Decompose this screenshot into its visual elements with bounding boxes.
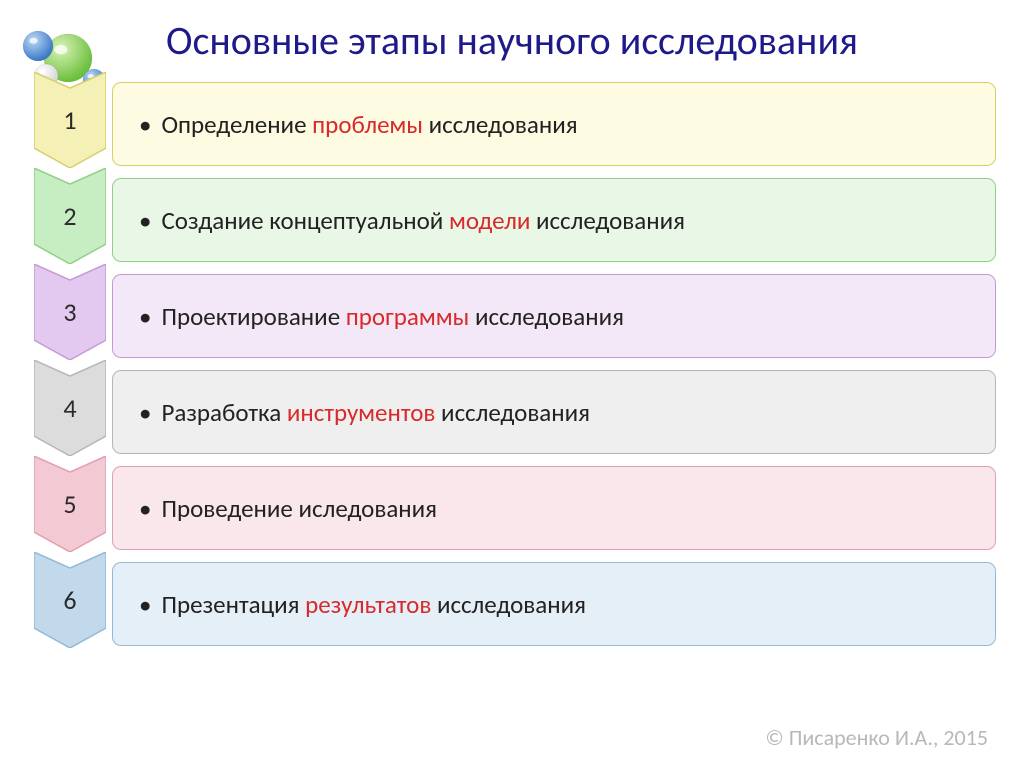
bullet-icon: • (139, 301, 151, 332)
step-text: Создание концептуальной модели исследова… (161, 205, 685, 236)
step-content: • Разработка инструментов исследования (112, 370, 996, 454)
step-content: • Создание концептуальной модели исследов… (112, 178, 996, 262)
bullet-icon: • (139, 589, 151, 620)
step-row: • Презентация результатов исследования 6 (28, 562, 996, 646)
steps-list: • Определение проблемы исследования 1 • Созд… (28, 82, 996, 646)
step-content: • Презентация результатов исследования (112, 562, 996, 646)
bullet-icon: • (139, 205, 151, 236)
step-number: 5 (34, 488, 106, 520)
step-text: Проведение иследования (161, 493, 437, 524)
step-row: • Создание концептуальной модели исследов… (28, 178, 996, 262)
slide-title: Основные этапы научного исследования (0, 0, 1024, 68)
step-chevron: 6 (34, 552, 106, 646)
step-row: • Проведение иследования 5 (28, 466, 996, 550)
step-content: • Проведение иследования (112, 466, 996, 550)
step-row: • Проектирование программы исследования 3 (28, 274, 996, 358)
step-number: 1 (34, 104, 106, 136)
step-number: 2 (34, 200, 106, 232)
step-row: • Определение проблемы исследования 1 (28, 82, 996, 166)
step-content: • Проектирование программы исследования (112, 274, 996, 358)
step-text: Презентация результатов исследования (161, 589, 586, 620)
step-number: 3 (34, 296, 106, 328)
step-number: 4 (34, 392, 106, 424)
copyright-footer: © Писаренко И.А., 2015 (765, 724, 988, 751)
step-number: 6 (34, 584, 106, 616)
step-chevron: 2 (34, 168, 106, 262)
step-chevron: 4 (34, 360, 106, 454)
bullet-icon: • (139, 397, 151, 428)
step-chevron: 1 (34, 72, 106, 166)
step-text: Разработка инструментов исследования (161, 397, 590, 428)
step-chevron: 3 (34, 264, 106, 358)
step-text: Определение проблемы исследования (161, 109, 577, 140)
bullet-icon: • (139, 109, 151, 140)
bullet-icon: • (139, 493, 151, 524)
step-text: Проектирование программы исследования (161, 301, 624, 332)
step-content: • Определение проблемы исследования (112, 82, 996, 166)
step-chevron: 5 (34, 456, 106, 550)
step-row: • Разработка инструментов исследования 4 (28, 370, 996, 454)
